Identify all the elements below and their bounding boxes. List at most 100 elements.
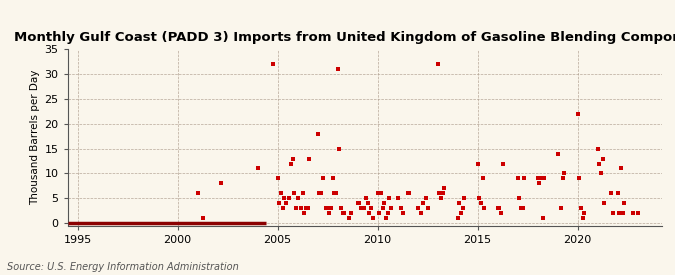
Point <box>493 206 504 210</box>
Point <box>379 201 389 205</box>
Point <box>479 206 489 210</box>
Point <box>452 216 463 220</box>
Point <box>627 211 638 215</box>
Point <box>358 206 369 210</box>
Point <box>559 171 570 176</box>
Point <box>432 62 443 67</box>
Point <box>435 196 446 200</box>
Point <box>332 67 343 72</box>
Point <box>360 196 371 200</box>
Point <box>614 211 624 215</box>
Point <box>377 206 388 210</box>
Point <box>324 211 335 215</box>
Point <box>337 211 348 215</box>
Point <box>384 196 395 200</box>
Point <box>457 206 468 210</box>
Point <box>327 176 338 181</box>
Point <box>286 161 296 166</box>
Point <box>495 211 506 215</box>
Point <box>574 176 585 181</box>
Point <box>459 196 470 200</box>
Point <box>456 211 466 215</box>
Point <box>299 211 310 215</box>
Point <box>497 161 508 166</box>
Point <box>317 176 328 181</box>
Point <box>279 196 290 200</box>
Point <box>375 191 386 196</box>
Point <box>552 152 563 156</box>
Point <box>344 216 354 220</box>
Point <box>267 62 278 67</box>
Point <box>412 206 423 210</box>
Point <box>292 196 303 200</box>
Point <box>434 191 445 196</box>
Point <box>415 211 426 215</box>
Point <box>532 176 543 181</box>
Point <box>392 196 403 200</box>
Point <box>289 191 300 196</box>
Text: Source: U.S. Energy Information Administration: Source: U.S. Energy Information Administ… <box>7 262 238 272</box>
Point <box>597 156 608 161</box>
Point <box>572 112 583 116</box>
Point <box>280 201 291 205</box>
Point <box>454 201 464 205</box>
Point <box>519 176 530 181</box>
Point <box>300 206 311 210</box>
Point <box>421 196 431 200</box>
Point <box>557 176 568 181</box>
Point <box>417 201 428 205</box>
Point <box>577 216 588 220</box>
Point <box>516 206 526 210</box>
Point <box>272 176 283 181</box>
Point <box>594 161 605 166</box>
Point <box>402 191 413 196</box>
Point <box>605 191 616 196</box>
Point <box>290 206 301 210</box>
Point <box>517 206 528 210</box>
Point <box>595 171 606 176</box>
Point <box>617 211 628 215</box>
Point <box>192 191 203 196</box>
Point <box>475 201 486 205</box>
Point <box>333 147 344 151</box>
Point <box>215 181 226 186</box>
Point <box>592 147 603 151</box>
Point <box>514 196 524 200</box>
Point <box>422 206 433 210</box>
Point <box>197 216 208 220</box>
Point <box>477 176 488 181</box>
Point <box>364 211 375 215</box>
Point <box>277 206 288 210</box>
Point <box>616 166 626 171</box>
Point <box>397 211 408 215</box>
Point <box>297 191 308 196</box>
Point <box>632 211 643 215</box>
Point <box>404 191 414 196</box>
Point <box>367 216 378 220</box>
Point <box>599 201 610 205</box>
Point <box>356 206 367 210</box>
Point <box>396 206 406 210</box>
Point <box>252 166 263 171</box>
Point <box>372 191 383 196</box>
Point <box>329 191 340 196</box>
Point <box>314 191 325 196</box>
Point <box>284 196 294 200</box>
Point <box>556 206 566 210</box>
Point <box>539 176 549 181</box>
Title: Monthly Gulf Coast (PADD 3) Imports from United Kingdom of Gasoline Blending Com: Monthly Gulf Coast (PADD 3) Imports from… <box>14 31 675 44</box>
Point <box>362 201 373 205</box>
Point <box>331 191 342 196</box>
Point <box>535 176 546 181</box>
Point <box>474 196 485 200</box>
Point <box>437 191 448 196</box>
Point <box>472 161 483 166</box>
Point <box>374 211 385 215</box>
Point <box>335 206 346 210</box>
Point <box>439 186 450 191</box>
Point <box>304 156 315 161</box>
Point <box>537 216 548 220</box>
Point <box>512 176 523 181</box>
Point <box>365 206 376 210</box>
Point <box>315 191 326 196</box>
